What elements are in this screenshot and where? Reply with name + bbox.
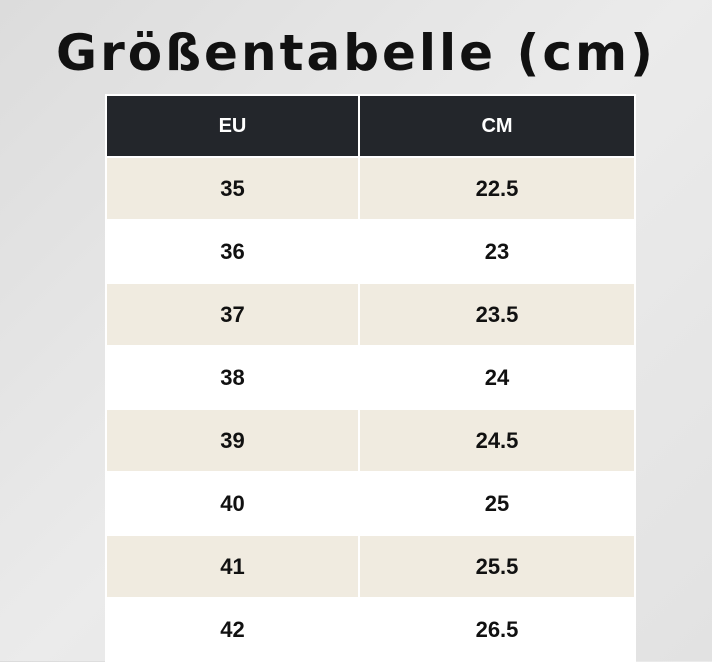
table-cell: 36 (105, 219, 360, 284)
table-row: 38 24 (105, 345, 636, 410)
table-cell: 26.5 (358, 597, 636, 662)
table-cell: 24 (358, 345, 636, 410)
column-header: EU (105, 94, 360, 158)
table-cell: 24.5 (358, 408, 636, 473)
table-cell: 23.5 (358, 282, 636, 347)
table-cell: 22.5 (358, 156, 636, 221)
table-cell: 39 (105, 408, 360, 473)
table-cell: 25 (358, 471, 636, 536)
table-row: 36 23 (105, 219, 636, 284)
table-cell: 41 (105, 534, 360, 599)
table-row: 35 22.5 (105, 156, 636, 221)
table-body: 35 22.5 36 23 37 23.5 38 24 39 24.5 40 25 41 25.5 42 26… (105, 156, 636, 662)
table-cell: 38 (105, 345, 360, 410)
table-cell: 42 (105, 597, 360, 662)
table-cell: 37 (105, 282, 360, 347)
table-row: 41 25.5 (105, 534, 636, 599)
size-table: EU CM 35 22.5 36 23 37 23.5 38 24 39 24.5 40 25 41 25.… (105, 94, 636, 662)
title: Größentabelle (cm) (56, 24, 656, 82)
table-row: 39 24.5 (105, 408, 636, 473)
header-row: EU CM (105, 94, 636, 158)
table-row: 42 26.5 (105, 597, 636, 662)
table-row: 37 23.5 (105, 282, 636, 347)
table-cell: 23 (358, 219, 636, 284)
column-header: CM (358, 94, 636, 158)
table-cell: 40 (105, 471, 360, 536)
table-cell: 35 (105, 156, 360, 221)
table-cell: 25.5 (358, 534, 636, 599)
table-row: 40 25 (105, 471, 636, 536)
